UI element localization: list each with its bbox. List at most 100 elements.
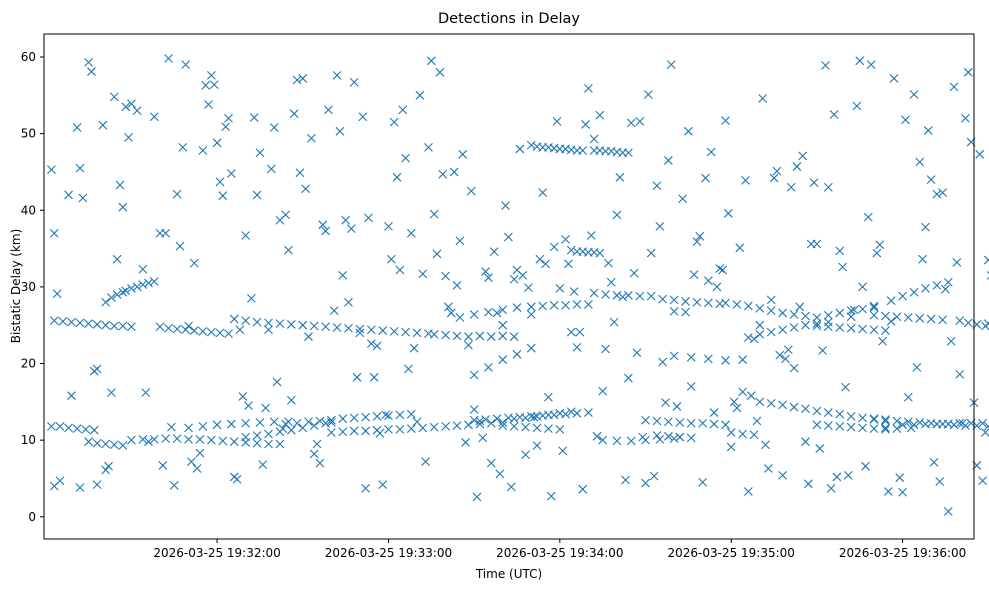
detection-marker (669, 434, 679, 444)
detection-marker (49, 228, 59, 238)
detection-marker (127, 322, 136, 332)
detection-marker (958, 418, 967, 428)
detection-marker (955, 316, 965, 325)
detection-marker (766, 398, 776, 408)
detection-marker (429, 330, 439, 339)
detection-marker (161, 434, 171, 444)
detection-marker (224, 329, 233, 339)
x-tick-label: 2026-03-25 19:35:00 (667, 546, 794, 560)
detection-marker (758, 93, 768, 103)
detection-marker (178, 143, 188, 152)
detection-marker (481, 267, 490, 276)
detection-marker (538, 301, 548, 311)
detection-marker (158, 461, 168, 470)
detection-marker (658, 294, 668, 304)
detection-marker (569, 287, 579, 296)
detection-marker (112, 290, 122, 299)
detection-marker (712, 282, 722, 292)
detection-marker (47, 165, 56, 175)
detection-marker (963, 67, 973, 77)
detection-marker (306, 133, 316, 143)
detection-marker (618, 292, 628, 302)
detection-marker (338, 270, 348, 280)
detection-marker (184, 423, 193, 433)
detection-marker (778, 325, 788, 335)
detection-marker (609, 317, 619, 327)
detection-marker (798, 151, 808, 161)
detection-marker (766, 295, 776, 305)
detection-marker (823, 322, 833, 332)
detection-marker (881, 415, 890, 424)
detection-marker (341, 215, 351, 225)
detection-marker (515, 144, 525, 154)
detection-marker (624, 290, 633, 300)
detection-marker (72, 424, 82, 434)
detection-marker (626, 118, 636, 128)
detection-marker (318, 220, 328, 230)
detection-marker (932, 280, 942, 290)
detection-marker (101, 320, 111, 330)
detection-marker (566, 407, 576, 417)
detection-marker (424, 143, 433, 152)
detection-marker (961, 113, 970, 123)
detection-marker (595, 248, 605, 258)
detection-marker (384, 411, 393, 421)
detection-marker (509, 414, 519, 424)
detection-marker (812, 319, 822, 329)
y-tick-label: 20 (21, 357, 36, 371)
detection-marker (361, 484, 371, 493)
detection-marker (269, 417, 279, 427)
detection-marker (803, 479, 813, 489)
detection-marker (469, 310, 479, 319)
detection-marker (835, 308, 845, 318)
detection-marker (749, 430, 759, 440)
detection-marker (321, 226, 331, 236)
detection-marker (498, 355, 508, 365)
detection-marker (258, 460, 268, 470)
detection-marker (766, 327, 776, 337)
detection-marker (681, 297, 690, 306)
detection-marker (869, 414, 879, 424)
detection-marker (498, 418, 508, 427)
detection-marker (892, 312, 902, 322)
detection-marker (686, 352, 696, 362)
detection-marker (632, 348, 642, 358)
detection-marker (64, 190, 73, 200)
detection-marker (835, 409, 845, 419)
detection-marker (426, 56, 436, 66)
detection-marker (735, 243, 745, 253)
detection-marker (846, 422, 856, 432)
detection-marker (789, 310, 799, 319)
detection-marker (432, 249, 442, 259)
detection-marker (738, 429, 748, 439)
detection-marker (241, 231, 251, 240)
detection-marker (769, 173, 779, 183)
detection-marker (943, 277, 953, 287)
detection-marker (241, 418, 251, 428)
detection-marker (658, 357, 668, 367)
detection-marker (521, 413, 530, 423)
detection-marker (186, 457, 196, 466)
detection-marker (675, 418, 685, 427)
detection-marker (75, 318, 85, 328)
detection-marker (978, 476, 987, 486)
detection-marker (72, 123, 82, 132)
detection-marker (544, 424, 553, 434)
y-tick-label: 40 (21, 203, 36, 217)
detection-marker (869, 301, 879, 311)
detection-marker (109, 440, 119, 450)
detection-marker (418, 269, 428, 279)
detection-marker (818, 346, 828, 355)
detection-marker (501, 201, 510, 211)
y-tick-label: 0 (28, 510, 36, 524)
detection-marker (198, 146, 208, 155)
detection-marker (389, 117, 399, 127)
detection-marker (406, 409, 416, 419)
detection-marker (118, 321, 128, 331)
detection-marker (455, 313, 465, 322)
x-tick-label: 2026-03-25 19:32:00 (153, 546, 280, 560)
y-tick-label: 60 (21, 50, 36, 64)
detection-marker (209, 80, 219, 89)
detection-marker (589, 134, 599, 144)
